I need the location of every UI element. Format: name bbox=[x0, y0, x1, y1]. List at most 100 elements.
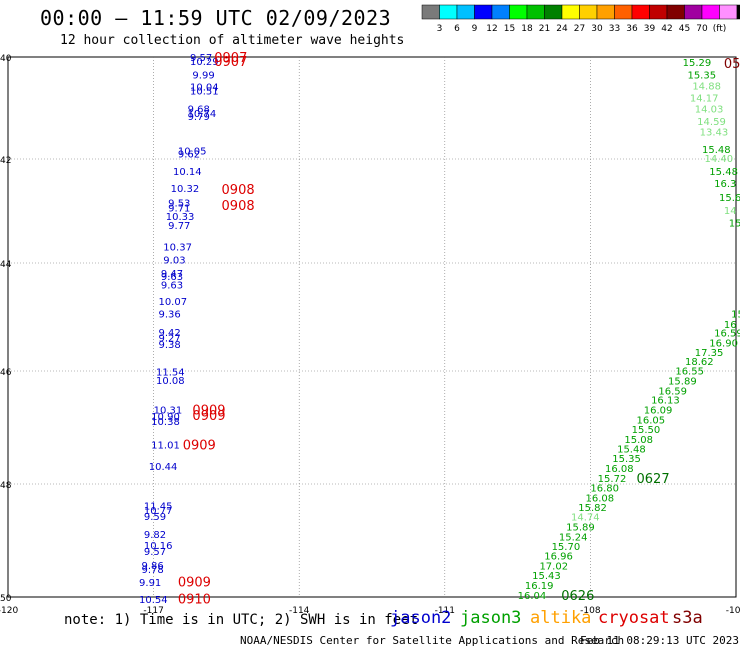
latitude-tick-label: 40 bbox=[0, 54, 12, 64]
colorbar-swatch bbox=[631, 4, 650, 20]
latitude-tick-label: 42 bbox=[0, 156, 11, 166]
wave-height-label: 14 bbox=[724, 206, 737, 217]
wave-height-label: 10.05 bbox=[178, 146, 207, 157]
pass-time-label: 0909 bbox=[192, 409, 225, 424]
wave-height-label: 11.01 bbox=[151, 441, 180, 452]
wave-height-label: 16.59 bbox=[714, 329, 740, 340]
longitude-tick-label: -117 bbox=[143, 606, 163, 616]
wave-height-label: 10.44 bbox=[149, 462, 178, 473]
colorbar-label: 21 bbox=[539, 24, 550, 34]
wave-height-label: 9.86 bbox=[141, 561, 163, 572]
colorbar-swatch bbox=[544, 4, 563, 20]
wave-height-label: 10.29 bbox=[190, 57, 219, 68]
wave-height-label: 11.45 bbox=[144, 502, 173, 513]
wave-height-label: 10.77 bbox=[144, 506, 173, 517]
wave-height-label: 16.80 bbox=[590, 483, 619, 494]
wave-height-label: 9.99 bbox=[192, 70, 214, 81]
wave-height-label: 15.50 bbox=[632, 425, 661, 436]
wave-height-label: 9.47 bbox=[161, 269, 183, 280]
wave-height-label: 10.07 bbox=[158, 297, 187, 308]
wave-height-label: 16.13 bbox=[651, 396, 680, 407]
wave-height-label: 17.35 bbox=[695, 348, 724, 359]
latitude-tick-label: 46 bbox=[0, 368, 12, 378]
wave-height-label: 9.91 bbox=[139, 578, 161, 589]
colorbar-swatch bbox=[509, 4, 528, 20]
wave-height-label: 14.88 bbox=[692, 82, 721, 93]
wave-height-label: 10.54 bbox=[139, 595, 168, 606]
generated-timestamp: Feb 11 08:29:13 UTC 2023 bbox=[580, 634, 739, 647]
colorbar-label: 6 bbox=[454, 24, 460, 34]
colorbar: 3 6 9 12 15 18 21 24 27 30 33 36 39 42 45 70 (ft) bbox=[421, 4, 740, 34]
wave-height-label: 17.02 bbox=[539, 562, 568, 573]
pass-time-label: 0909 bbox=[183, 438, 216, 453]
wave-height-label: 15 bbox=[729, 218, 740, 229]
wave-height-label: 16.08 bbox=[586, 493, 615, 504]
colorbar-swatch bbox=[614, 4, 633, 20]
wave-height-label: 10.74 bbox=[188, 109, 217, 120]
wave-height-label: 11.54 bbox=[156, 368, 185, 379]
wave-height-label: 10.04 bbox=[190, 83, 219, 94]
wave-height-label: 9.77 bbox=[168, 221, 190, 232]
colorbar-label: (ft) bbox=[713, 24, 727, 34]
colorbar-swatch bbox=[456, 4, 475, 20]
longitude-tick-label: -108 bbox=[580, 606, 601, 616]
legend-s3a: s3a bbox=[672, 608, 703, 628]
wave-height-label: 14.74 bbox=[571, 513, 600, 524]
wave-height-label: 15.70 bbox=[552, 542, 581, 553]
wave-height-label: 9.57 bbox=[190, 53, 212, 64]
colorbar-label: 70 bbox=[696, 24, 708, 34]
colorbar-label: 36 bbox=[626, 24, 638, 34]
colorbar-label: 42 bbox=[661, 24, 672, 34]
pass-time-label: 0627 bbox=[637, 472, 670, 487]
colorbar-label: 45 bbox=[679, 24, 690, 34]
colorbar-swatch bbox=[526, 4, 545, 20]
pass-time-label: 05: bbox=[724, 57, 740, 72]
pass-time-label: 0908 bbox=[222, 199, 255, 214]
colorbar-label: 27 bbox=[574, 24, 585, 34]
wave-height-label: 16 bbox=[724, 320, 737, 331]
pass-time-label: 0626 bbox=[561, 589, 594, 604]
wave-height-label: 9.79 bbox=[188, 112, 210, 123]
wave-height-label: 18.62 bbox=[685, 357, 714, 368]
longitude-tick-label: -114 bbox=[289, 606, 310, 616]
wave-height-label: 14.40 bbox=[704, 154, 733, 165]
colorbar-swatch bbox=[596, 4, 615, 20]
colorbar-swatch bbox=[736, 4, 740, 20]
wave-height-label: 15.82 bbox=[578, 503, 607, 514]
wave-height-label: 9.71 bbox=[168, 203, 190, 214]
wave-height-label: 15.6 bbox=[719, 193, 740, 204]
wave-height-label: 9.59 bbox=[144, 512, 166, 523]
latitude-tick-label: 48 bbox=[0, 481, 12, 491]
wave-height-label: 14.17 bbox=[690, 93, 719, 104]
colorbar-label: 12 bbox=[486, 24, 497, 34]
colorbar-label: 9 bbox=[472, 24, 478, 34]
map-frame: 40 42 44 46 48 50 -120 -117 -114 -111 -108 -105 bbox=[0, 54, 740, 616]
wave-height-label: 15.08 bbox=[624, 435, 653, 446]
wave-height-label: 15.48 bbox=[709, 167, 738, 178]
colorbar-swatch bbox=[701, 4, 720, 20]
wave-height-label: 9.82 bbox=[144, 530, 166, 541]
colorbar-label: 3 bbox=[437, 24, 443, 34]
longitude-tick-label: -111 bbox=[435, 606, 455, 616]
wave-height-label: 10.14 bbox=[173, 167, 202, 178]
wave-height-label: 15.89 bbox=[668, 376, 697, 387]
pass-time-label: 0907 bbox=[214, 51, 247, 66]
colorbar-swatch bbox=[719, 4, 738, 20]
longitude-tick-label: -105 bbox=[726, 606, 740, 616]
colorbar-label: 15 bbox=[504, 24, 515, 34]
pass-time-label: 0910 bbox=[178, 593, 211, 608]
pass-time-label: 0909 bbox=[178, 576, 211, 591]
wave-height-label: 13.43 bbox=[700, 127, 729, 138]
wave-height-label: 16.19 bbox=[525, 581, 554, 592]
wave-height-label: 15.35 bbox=[612, 454, 641, 465]
colorbar-label: 24 bbox=[556, 24, 568, 34]
wave-height-label: 16.05 bbox=[637, 415, 666, 426]
wave-height-label: 15.48 bbox=[617, 445, 646, 456]
wave-height-label: 15.43 bbox=[532, 571, 561, 582]
wave-height-label: 10.08 bbox=[156, 376, 185, 387]
wave-height-label: 10.90 bbox=[151, 412, 180, 423]
legend-cryosat: cryosat bbox=[598, 608, 670, 628]
colorbar-label: 39 bbox=[644, 24, 656, 34]
